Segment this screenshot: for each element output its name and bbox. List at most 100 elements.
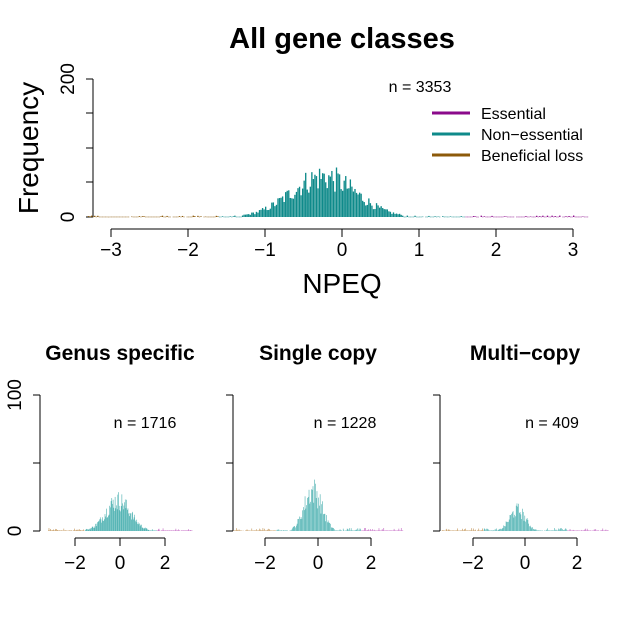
histogram-bar bbox=[369, 530, 370, 531]
histogram-bar bbox=[197, 215, 199, 217]
histogram-bar bbox=[183, 216, 185, 218]
histogram-bar bbox=[240, 530, 241, 531]
histogram-bar bbox=[494, 528, 496, 531]
histogram-bar bbox=[528, 523, 529, 531]
histogram-bar bbox=[555, 529, 557, 531]
histogram-bar bbox=[321, 173, 324, 217]
histogram-bar bbox=[589, 530, 590, 531]
histogram-bar bbox=[64, 530, 65, 531]
histogram-bar bbox=[81, 530, 83, 531]
histogram-bar bbox=[178, 529, 179, 531]
histogram-bar bbox=[583, 216, 586, 218]
histogram-bar bbox=[186, 216, 188, 218]
histogram-bar bbox=[547, 528, 548, 531]
histogram-bar bbox=[533, 529, 535, 531]
histogram-bar bbox=[350, 528, 352, 531]
histogram-bar bbox=[120, 506, 122, 531]
histogram-bar bbox=[572, 529, 574, 531]
histogram-bar bbox=[266, 210, 268, 217]
histogram-bar bbox=[358, 530, 359, 531]
histogram-bar bbox=[575, 530, 577, 532]
histogram-bar bbox=[127, 216, 130, 218]
histogram-bar bbox=[522, 508, 523, 531]
histogram-bar bbox=[121, 216, 124, 218]
histogram-bar bbox=[170, 530, 171, 531]
histogram-bar bbox=[188, 529, 189, 531]
histogram-bar bbox=[277, 198, 279, 217]
histogram-bar bbox=[61, 530, 63, 531]
histogram-bar bbox=[388, 211, 390, 217]
histogram-bar bbox=[603, 530, 604, 531]
histogram-bar bbox=[279, 530, 280, 531]
histogram-bar bbox=[136, 519, 138, 531]
histogram-bar bbox=[604, 530, 605, 531]
histogram-bar bbox=[283, 201, 285, 217]
histogram-bar bbox=[388, 530, 389, 531]
histogram-bar bbox=[543, 216, 546, 218]
histogram-bar bbox=[524, 515, 526, 531]
histogram-bar bbox=[323, 513, 325, 531]
histogram-bar bbox=[573, 530, 575, 531]
histogram-bar bbox=[321, 504, 323, 531]
histogram-bar bbox=[272, 530, 274, 531]
histogram-bar bbox=[462, 216, 464, 218]
histogram-bar bbox=[144, 528, 146, 531]
histogram-bar bbox=[571, 530, 572, 531]
histogram-bar bbox=[390, 530, 392, 531]
histogram-bar bbox=[174, 216, 176, 218]
histogram-bar bbox=[455, 530, 456, 531]
histogram-bar bbox=[448, 529, 449, 531]
histogram-bar bbox=[398, 213, 401, 217]
histogram-bar bbox=[394, 213, 396, 217]
histogram-bar bbox=[95, 523, 96, 531]
histogram-bar bbox=[441, 530, 443, 531]
histogram-bar bbox=[383, 528, 385, 531]
histogram-bar bbox=[355, 529, 357, 531]
histogram-bar bbox=[301, 188, 304, 217]
histogram-bar bbox=[52, 530, 53, 531]
histogram-bar bbox=[153, 530, 154, 531]
histogram-bar bbox=[294, 526, 296, 531]
histogram-bar bbox=[112, 503, 113, 531]
histogram-bar bbox=[429, 216, 432, 218]
histogram-bar bbox=[108, 515, 109, 531]
histogram-bar bbox=[299, 516, 300, 531]
histogram-bar bbox=[452, 216, 455, 218]
histogram-bar bbox=[486, 216, 489, 218]
histogram-bar bbox=[160, 216, 162, 217]
histogram-bar bbox=[161, 215, 164, 217]
histogram-bar bbox=[86, 528, 88, 531]
histogram-bar bbox=[123, 505, 125, 531]
histogram-bar bbox=[551, 530, 553, 531]
histogram-bar bbox=[257, 530, 259, 531]
histogram-bar bbox=[280, 530, 282, 531]
histogram-bar bbox=[87, 529, 88, 531]
histogram-bar bbox=[391, 530, 392, 531]
histogram-bar bbox=[504, 526, 505, 531]
x-tick-label: 2 bbox=[491, 240, 502, 261]
histogram-bar bbox=[141, 216, 144, 217]
histogram-bar bbox=[308, 489, 310, 531]
histogram-bar bbox=[107, 517, 108, 531]
histogram-bar bbox=[135, 522, 137, 531]
histogram-bar bbox=[590, 530, 592, 531]
histogram-bar bbox=[135, 216, 137, 218]
histogram-bar bbox=[137, 523, 138, 531]
histogram-bar bbox=[89, 529, 91, 531]
histogram-bar bbox=[586, 216, 589, 218]
histogram-bar bbox=[126, 509, 128, 531]
histogram-bar bbox=[604, 530, 606, 531]
histogram-bar bbox=[465, 530, 467, 531]
histogram-bar bbox=[491, 215, 493, 217]
histogram-bar bbox=[174, 530, 176, 531]
histogram-bar bbox=[87, 216, 90, 217]
histogram-bar bbox=[303, 180, 305, 217]
histogram-bar bbox=[485, 216, 487, 218]
histogram-bar bbox=[119, 510, 121, 531]
histogram-bar bbox=[465, 216, 467, 218]
histogram-bar bbox=[330, 523, 331, 531]
histogram-bar bbox=[582, 216, 584, 217]
histogram-bar bbox=[389, 211, 392, 217]
histogram-bar bbox=[476, 530, 478, 531]
histogram-bar bbox=[143, 527, 145, 531]
